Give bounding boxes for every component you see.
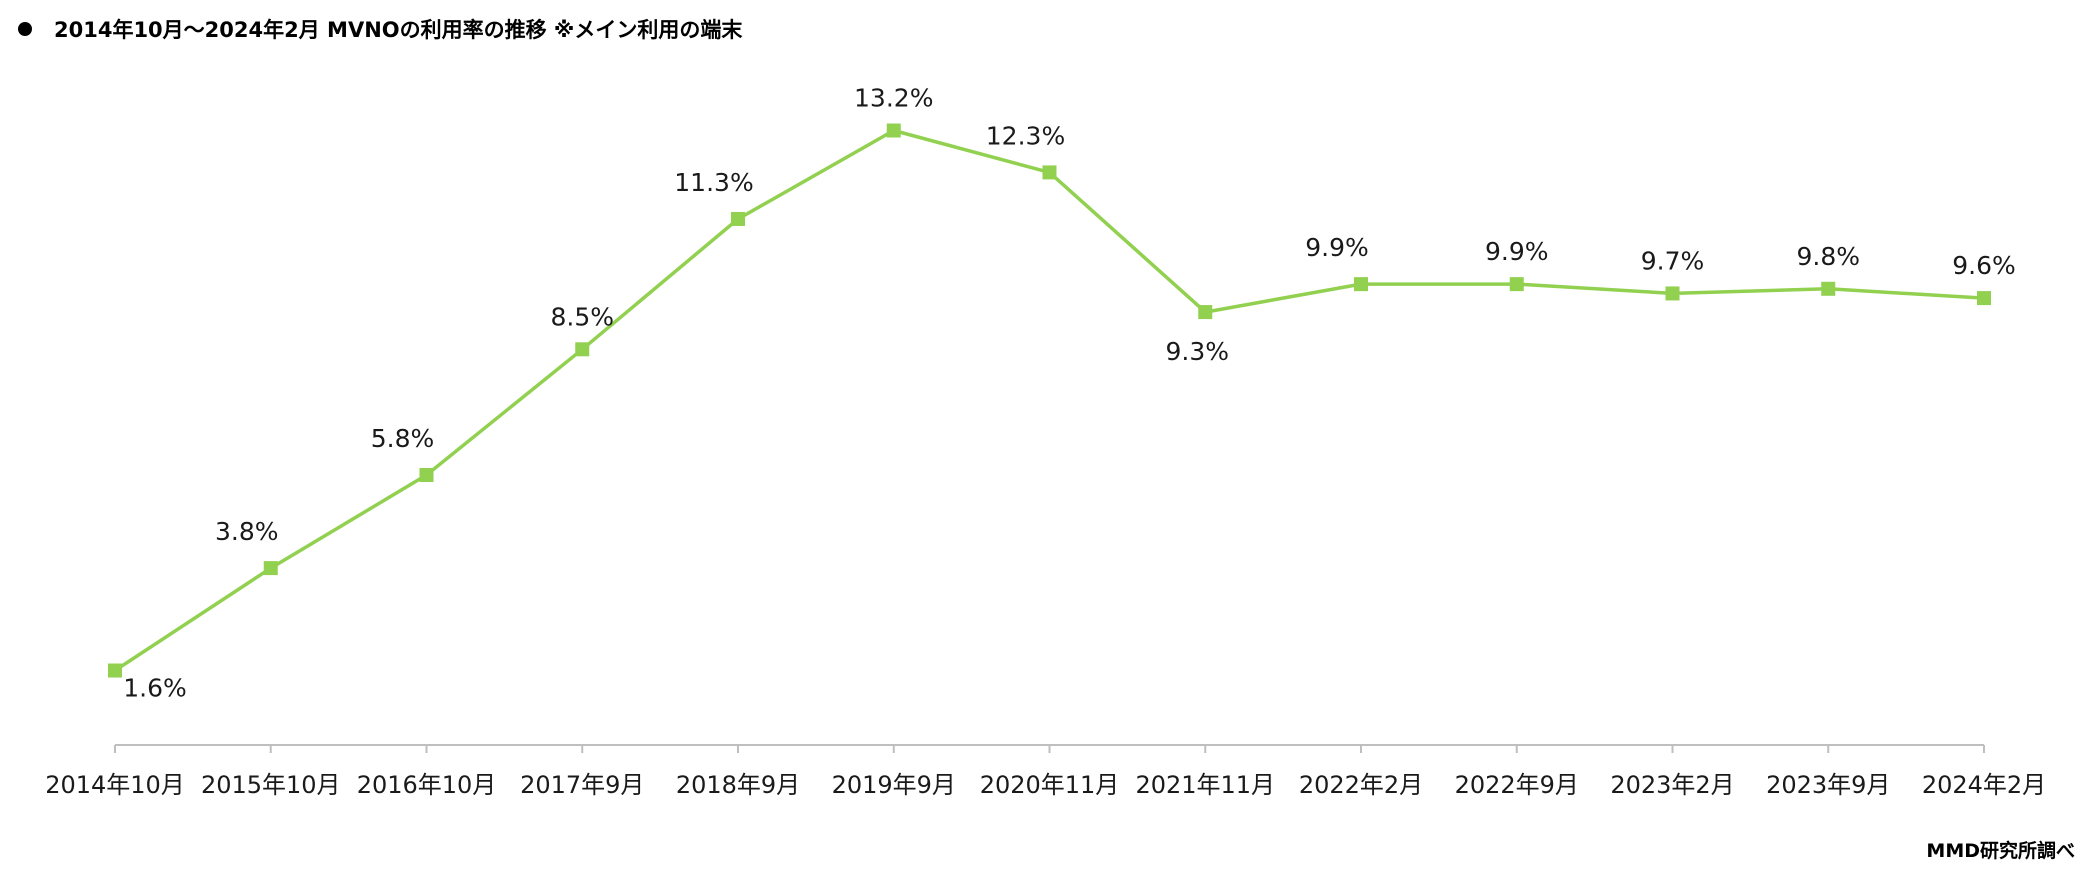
data-label: 9.8% xyxy=(1796,242,1860,271)
data-marker xyxy=(1354,277,1368,292)
data-label: 9.6% xyxy=(1952,251,2016,280)
data-marker xyxy=(263,561,278,576)
data-label: 3.8% xyxy=(215,517,279,546)
x-tick-label: 2022年2月 xyxy=(1299,771,1423,799)
chart-title: 2014年10月～2024年2月 MVNOの利用率の推移 ※メイン利用の端末 xyxy=(18,14,742,44)
x-tick-label: 2016年10月 xyxy=(357,771,497,799)
data-label: 12.3% xyxy=(986,121,1065,150)
data-labels: 1.6% 3.8% 5.8% 8.5% 11.3% 13.2% 12.3% 9.3% 9.9% 9… xyxy=(123,84,2016,703)
data-label: 1.6% xyxy=(123,674,187,703)
title-bullet-icon xyxy=(18,22,32,36)
x-tick-label: 2017年9月 xyxy=(520,771,644,799)
x-tick-labels: 2014年10月 2015年10月 2016年10月 2017年9月 2018年9月 20… xyxy=(45,771,2046,799)
series-line-group xyxy=(114,128,1985,672)
chart-title-text: 2014年10月～2024年2月 MVNOの利用率の推移 ※メイン利用の端末 xyxy=(54,18,743,42)
data-marker xyxy=(575,342,590,357)
series-line xyxy=(114,128,1985,672)
data-label: 9.9% xyxy=(1485,237,1549,266)
data-label: 5.8% xyxy=(371,424,435,453)
data-marker xyxy=(419,468,434,482)
data-label: 13.2% xyxy=(854,84,933,113)
x-tick-label: 2024年2月 xyxy=(1922,771,2046,799)
data-label: 9.3% xyxy=(1165,337,1229,366)
x-tick-label: 2023年2月 xyxy=(1610,771,1734,799)
data-label: 9.7% xyxy=(1641,246,1705,275)
x-tick-label: 2020年11月 xyxy=(980,771,1120,799)
data-marker xyxy=(1977,291,1991,306)
data-marker xyxy=(108,663,122,678)
data-marker xyxy=(731,211,745,226)
x-tick-label: 2019年9月 xyxy=(832,771,956,799)
data-marker xyxy=(1042,165,1057,180)
source-note: MMD研究所調べ xyxy=(1926,840,2075,862)
data-label: 11.3% xyxy=(674,168,753,197)
data-label: 8.5% xyxy=(550,302,614,331)
data-label: 9.9% xyxy=(1305,233,1369,262)
x-tick-label: 2015年10月 xyxy=(201,771,341,799)
x-tick-label: 2022年9月 xyxy=(1455,771,1579,799)
data-markers xyxy=(108,123,1991,678)
data-marker xyxy=(1821,281,1836,296)
x-axis xyxy=(114,744,1985,753)
x-tick-label: 2021年11月 xyxy=(1135,771,1275,799)
data-marker xyxy=(1198,305,1213,320)
x-tick-label: 2018年9月 xyxy=(676,771,800,799)
data-marker xyxy=(886,123,901,138)
x-tick-label: 2014年10月 xyxy=(45,771,185,799)
x-tick-label: 2023年9月 xyxy=(1766,771,1890,799)
data-marker xyxy=(1665,286,1680,301)
data-marker xyxy=(1509,277,1524,292)
